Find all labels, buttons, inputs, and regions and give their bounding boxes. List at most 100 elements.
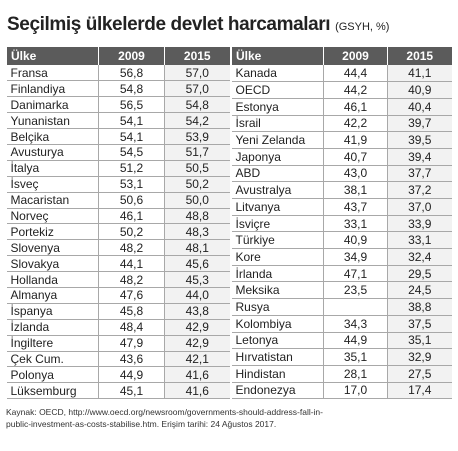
value-cell: 47,6 xyxy=(98,287,165,304)
country-cell: Hollanda xyxy=(6,271,99,288)
value-cell: 57,0 xyxy=(164,65,230,82)
country-cell: Macaristan xyxy=(6,192,99,209)
country-cell: Litvanya xyxy=(231,198,324,216)
country-cell: Norveç xyxy=(6,208,99,225)
table-row: Meksika 23,5 24,5 xyxy=(231,281,452,300)
country-cell: Almanya xyxy=(6,287,99,304)
value-cell: 41,6 xyxy=(164,382,230,400)
country-cell: ABD xyxy=(231,165,324,183)
column-header: 2009 xyxy=(323,47,388,65)
value-cell: 54,1 xyxy=(98,128,165,145)
value-cell: 43,8 xyxy=(164,303,230,320)
value-cell: 38,1 xyxy=(323,181,388,199)
value-cell: 57,0 xyxy=(164,80,230,98)
table-right: Ülke 2009 2015 Kanada 44,4 41,1 OECD 44,2 40,9 Es… xyxy=(231,47,452,400)
value-cell: 48,8 xyxy=(164,208,230,225)
table-row: İsrail 42,2 39,7 xyxy=(231,115,452,133)
value-cell: 40,9 xyxy=(323,231,388,250)
value-cell: 39,4 xyxy=(387,148,452,166)
country-cell: Meksika xyxy=(231,281,324,300)
table-row: Türkiye 40,9 33,1 xyxy=(231,231,452,250)
country-cell: Polonya xyxy=(6,366,99,384)
value-cell: 45,3 xyxy=(164,271,230,288)
table-row: Yunanistan 54,1 54,2 xyxy=(6,112,230,130)
country-cell: Slovakya xyxy=(6,255,99,273)
value-cell: 44,9 xyxy=(98,366,165,384)
table-row: Yeni Zelanda 41,9 39,5 xyxy=(231,131,452,149)
table-row: İzlanda 48,4 42,9 xyxy=(6,319,230,336)
value-cell: 29,5 xyxy=(387,265,452,283)
value-cell: 38,8 xyxy=(387,298,452,316)
value-cell: 50,2 xyxy=(98,223,165,241)
column-header: 2015 xyxy=(387,47,452,65)
country-cell: Belçika xyxy=(6,128,99,145)
value-cell: 54,1 xyxy=(98,112,165,130)
value-cell: 47,9 xyxy=(98,335,165,352)
table-row: Litvanya 43,7 37,0 xyxy=(231,198,452,216)
value-cell: 42,1 xyxy=(164,351,230,368)
table-row: Fransa 56,8 57,0 xyxy=(6,65,230,82)
table-row: İrlanda 47,1 29,5 xyxy=(231,265,452,283)
table-row: Japonya 40,7 39,4 xyxy=(231,148,452,166)
table-row: İsviçre 33,1 33,9 xyxy=(231,215,452,233)
table-row: Kore 34,9 32,4 xyxy=(231,248,452,266)
country-cell: Letonya xyxy=(231,332,324,350)
value-cell: 53,9 xyxy=(164,128,230,145)
title-row: Seçilmiş ülkelerde devlet harcamaları (G… xyxy=(7,14,389,36)
value-cell: 35,1 xyxy=(387,332,452,350)
value-cell: 50,5 xyxy=(164,160,230,177)
country-cell: Danimarka xyxy=(6,96,99,114)
column-header: 2009 xyxy=(98,47,165,65)
value-cell: 35,1 xyxy=(323,348,388,366)
country-cell: İsrail xyxy=(231,115,324,133)
country-cell: İsveç xyxy=(6,176,99,193)
country-cell: Estonya xyxy=(231,98,324,116)
table-row: Avustralya 38,1 37,2 xyxy=(231,181,452,199)
header-row: Ülke 2009 2015 xyxy=(231,47,452,65)
value-cell: 47,1 xyxy=(323,265,388,283)
value-cell: 32,4 xyxy=(387,248,452,266)
value-cell: 37,7 xyxy=(387,165,452,183)
value-cell: 50,2 xyxy=(164,176,230,193)
country-cell: Hırvatistan xyxy=(231,348,324,366)
country-cell: İrlanda xyxy=(231,265,324,283)
value-cell: 17,4 xyxy=(387,382,452,400)
value-cell: 40,7 xyxy=(323,148,388,166)
value-cell: 34,3 xyxy=(323,315,388,333)
country-cell: Kore xyxy=(231,248,324,266)
value-cell: 56,8 xyxy=(98,65,165,82)
table-row: Hindistan 28,1 27,5 xyxy=(231,365,452,383)
value-cell: 41,6 xyxy=(164,366,230,384)
table-row: OECD 44,2 40,9 xyxy=(231,81,452,99)
table-row: Kolombiya 34,3 37,5 xyxy=(231,315,452,333)
value-cell: 44,4 xyxy=(323,65,388,83)
table-row: Estonya 46,1 40,4 xyxy=(231,98,452,116)
value-cell: 40,4 xyxy=(387,98,452,116)
column-header: Ülke xyxy=(6,47,99,65)
value-cell: 39,5 xyxy=(387,131,452,149)
value-cell: 23,5 xyxy=(323,281,388,300)
value-cell: 37,0 xyxy=(387,198,452,216)
table-row: İspanya 45,8 43,8 xyxy=(6,303,230,320)
country-cell: Rusya xyxy=(231,298,324,316)
country-cell: Hindistan xyxy=(231,365,324,383)
country-cell: İzlanda xyxy=(6,319,99,336)
table-row: Norveç 46,1 48,8 xyxy=(6,208,230,225)
value-cell: 50,6 xyxy=(98,192,165,209)
country-cell: Yunanistan xyxy=(6,112,99,130)
table-row: Lüksemburg 45,1 41,6 xyxy=(6,382,230,400)
country-cell: Çek Cum. xyxy=(6,351,99,368)
value-cell: 48,2 xyxy=(98,239,165,257)
value-cell: 51,7 xyxy=(164,144,230,161)
value-cell: 48,2 xyxy=(98,271,165,288)
country-cell: Avustralya xyxy=(231,181,324,199)
table-row: Kanada 44,4 41,1 xyxy=(231,65,452,83)
value-cell: 48,4 xyxy=(98,319,165,336)
table-row: Slovenya 48,2 48,1 xyxy=(6,239,230,257)
value-cell: 37,2 xyxy=(387,181,452,199)
value-cell: 44,1 xyxy=(98,255,165,273)
country-cell: İspanya xyxy=(6,303,99,320)
country-cell: Türkiye xyxy=(231,231,324,250)
value-cell: 42,9 xyxy=(164,335,230,352)
value-cell: 56,5 xyxy=(98,96,165,114)
